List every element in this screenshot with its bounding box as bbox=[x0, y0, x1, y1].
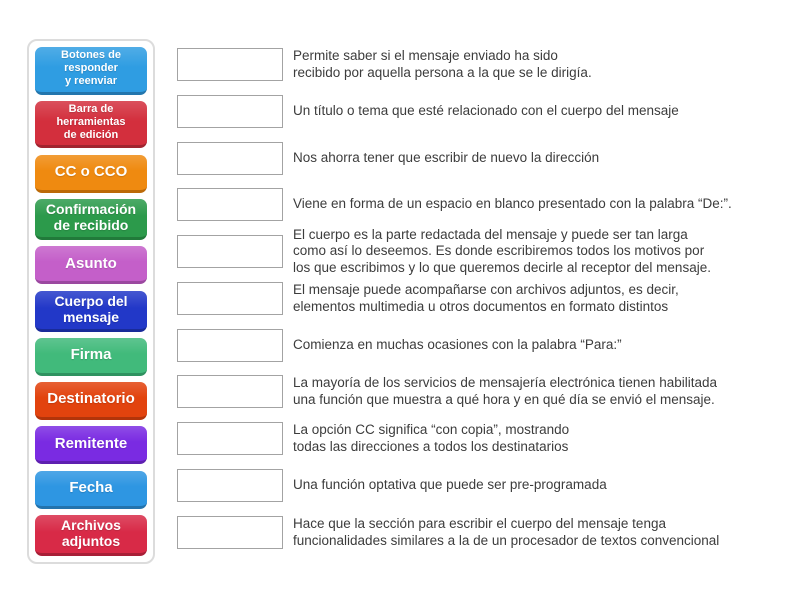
match-row: La mayoría de los servicios de mensajerí… bbox=[177, 375, 777, 408]
clue-text: Hace que la sección para escribir el cue… bbox=[293, 516, 720, 548]
clue-text: Nos ahorra tener que escribir de nuevo l… bbox=[293, 150, 600, 166]
answer-drop-zone[interactable] bbox=[177, 235, 283, 268]
answer-drop-zone[interactable] bbox=[177, 329, 283, 362]
answer-drop-zone[interactable] bbox=[177, 188, 283, 221]
term-tile-confirmacion-de-recibido[interactable]: Confirmación de recibido bbox=[35, 198, 147, 240]
match-row: Nos ahorra tener que escribir de nuevo l… bbox=[177, 142, 777, 175]
clue-text: El cuerpo es la parte redactada del mens… bbox=[293, 227, 711, 275]
clue-text: Comienza en muchas ocasiones con la pala… bbox=[293, 337, 622, 353]
clue-text: Una función optativa que puede ser pre-p… bbox=[293, 477, 607, 493]
term-tile-botones-responder-reenviar[interactable]: Botones de responder y reenviar bbox=[35, 47, 147, 95]
term-tile-archivos-adjuntos[interactable]: Archivos adjuntos bbox=[35, 514, 147, 556]
term-tile-asunto[interactable]: Asunto bbox=[35, 246, 147, 285]
term-tile-firma[interactable]: Firma bbox=[35, 337, 147, 376]
answer-drop-zone[interactable] bbox=[177, 142, 283, 175]
term-tile-cc-o-cco[interactable]: CC o CCO bbox=[35, 154, 147, 193]
answer-drop-zone[interactable] bbox=[177, 516, 283, 549]
clue-text: Permite saber si el mensaje enviado ha s… bbox=[293, 48, 592, 80]
match-row: Viene en forma de un espacio en blanco p… bbox=[177, 188, 777, 221]
term-tile-remitente[interactable]: Remitente bbox=[35, 426, 147, 465]
answer-drop-zone[interactable] bbox=[177, 375, 283, 408]
term-tile-destinatorio[interactable]: Destinatorio bbox=[35, 382, 147, 421]
clue-text: Un título o tema que esté relacionado co… bbox=[293, 103, 679, 119]
answer-drop-zone[interactable] bbox=[177, 282, 283, 315]
match-row: Comienza en muchas ocasiones con la pala… bbox=[177, 329, 777, 362]
clue-text: La opción CC significa “con copia”, most… bbox=[293, 422, 570, 454]
match-row: El mensaje puede acompañarse con archivo… bbox=[177, 282, 777, 315]
match-row: La opción CC significa “con copia”, most… bbox=[177, 422, 777, 455]
clue-text: El mensaje puede acompañarse con archivo… bbox=[293, 282, 679, 314]
match-row: Una función optativa que puede ser pre-p… bbox=[177, 469, 777, 502]
term-tile-cuerpo-del-mensaje[interactable]: Cuerpo del mensaje bbox=[35, 290, 147, 332]
clue-text: La mayoría de los servicios de mensajerí… bbox=[293, 375, 717, 407]
term-tile-panel: Botones de responder y reenviar Barra de… bbox=[27, 39, 155, 564]
match-row: El cuerpo es la parte redactada del mens… bbox=[177, 227, 777, 275]
match-row: Permite saber si el mensaje enviado ha s… bbox=[177, 48, 777, 81]
clue-text: Viene en forma de un espacio en blanco p… bbox=[293, 196, 732, 212]
answer-drop-zone[interactable] bbox=[177, 469, 283, 502]
answer-drop-zone[interactable] bbox=[177, 95, 283, 128]
match-row: Un título o tema que esté relacionado co… bbox=[177, 95, 777, 128]
match-row: Hace que la sección para escribir el cue… bbox=[177, 516, 777, 549]
answer-drop-zone[interactable] bbox=[177, 422, 283, 455]
term-tile-fecha[interactable]: Fecha bbox=[35, 470, 147, 509]
answer-drop-zone[interactable] bbox=[177, 48, 283, 81]
term-tile-barra-herramientas-edicion[interactable]: Barra de herramientas de edición bbox=[35, 100, 147, 149]
